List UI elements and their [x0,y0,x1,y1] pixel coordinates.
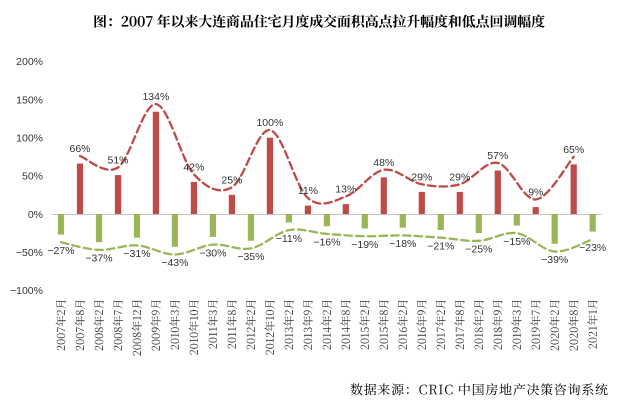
svg-text:200%: 200% [16,56,43,68]
svg-text:−21%: −21% [427,240,454,252]
svg-text:66%: 66% [69,143,90,155]
svg-text:11%: 11% [298,185,318,197]
svg-text:−43%: −43% [161,257,188,269]
svg-text:−11%: −11% [276,233,302,245]
svg-text:−18%: −18% [389,238,416,250]
svg-text:100%: 100% [256,117,283,129]
svg-text:−39%: −39% [541,254,568,266]
svg-text:−50%: −50% [16,247,43,259]
svg-text:42%: 42% [183,161,204,173]
svg-text:13%: 13% [335,184,356,196]
svg-text:−100%: −100% [10,285,43,297]
svg-text:150%: 150% [16,94,43,106]
svg-text:57%: 57% [487,150,508,162]
svg-text:25%: 25% [221,174,242,186]
svg-text:29%: 29% [411,171,432,183]
svg-text:0%: 0% [28,209,43,221]
svg-text:−37%: −37% [85,253,112,265]
svg-text:48%: 48% [373,157,394,169]
svg-text:−16%: −16% [313,237,340,249]
svg-text:9%: 9% [528,187,543,199]
svg-text:−31%: −31% [123,248,150,260]
svg-text:100%: 100% [16,133,43,145]
svg-text:−19%: −19% [351,239,378,251]
svg-text:51%: 51% [107,155,128,167]
svg-text:−25%: −25% [465,244,492,256]
svg-text:29%: 29% [449,171,470,183]
svg-text:−30%: −30% [199,247,226,259]
svg-text:−15%: −15% [503,236,530,248]
svg-text:50%: 50% [22,171,43,183]
svg-text:65%: 65% [563,144,584,156]
svg-text:−23%: −23% [579,242,606,254]
svg-text:−35%: −35% [237,251,264,263]
svg-text:−27%: −27% [47,245,74,257]
svg-text:134%: 134% [142,91,169,103]
